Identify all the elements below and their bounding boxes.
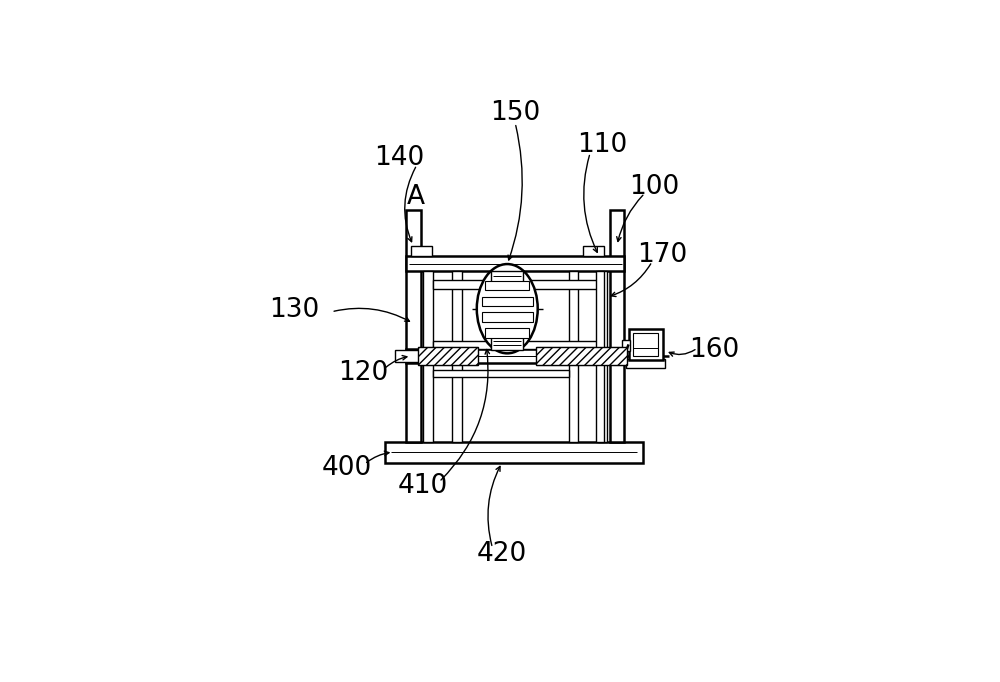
Bar [406,211,421,441]
Bar [633,333,658,356]
Bar [598,271,607,441]
Bar [385,441,643,462]
Text: 100: 100 [629,174,679,200]
Bar [596,271,604,441]
Text: 410: 410 [398,473,448,499]
Bar [536,346,627,366]
Bar [406,256,624,271]
Text: 120: 120 [338,360,388,386]
Bar [491,271,523,286]
Text: 130: 130 [269,297,320,323]
Bar [406,349,624,363]
Bar [610,211,624,441]
Text: 160: 160 [690,337,740,363]
Bar [433,341,598,349]
Bar [622,340,630,351]
Text: 170: 170 [637,242,687,268]
Bar [569,271,578,441]
Text: 140: 140 [374,145,425,171]
Bar [411,246,432,256]
Ellipse shape [477,264,538,353]
Bar [485,328,529,338]
Bar [482,297,533,306]
Text: 420: 420 [477,542,527,567]
Bar [418,346,478,366]
Text: A: A [406,184,424,210]
Bar [485,281,529,291]
Text: 400: 400 [322,455,372,481]
Bar [452,271,462,441]
Bar [583,246,604,256]
Text: 110: 110 [577,132,627,158]
Bar [482,312,533,322]
Bar [629,329,663,360]
Bar [395,350,421,361]
Text: 150: 150 [490,100,540,126]
Bar [433,280,598,289]
Bar [491,337,523,350]
Bar [433,370,569,376]
Bar [423,271,433,441]
Bar [626,359,665,368]
